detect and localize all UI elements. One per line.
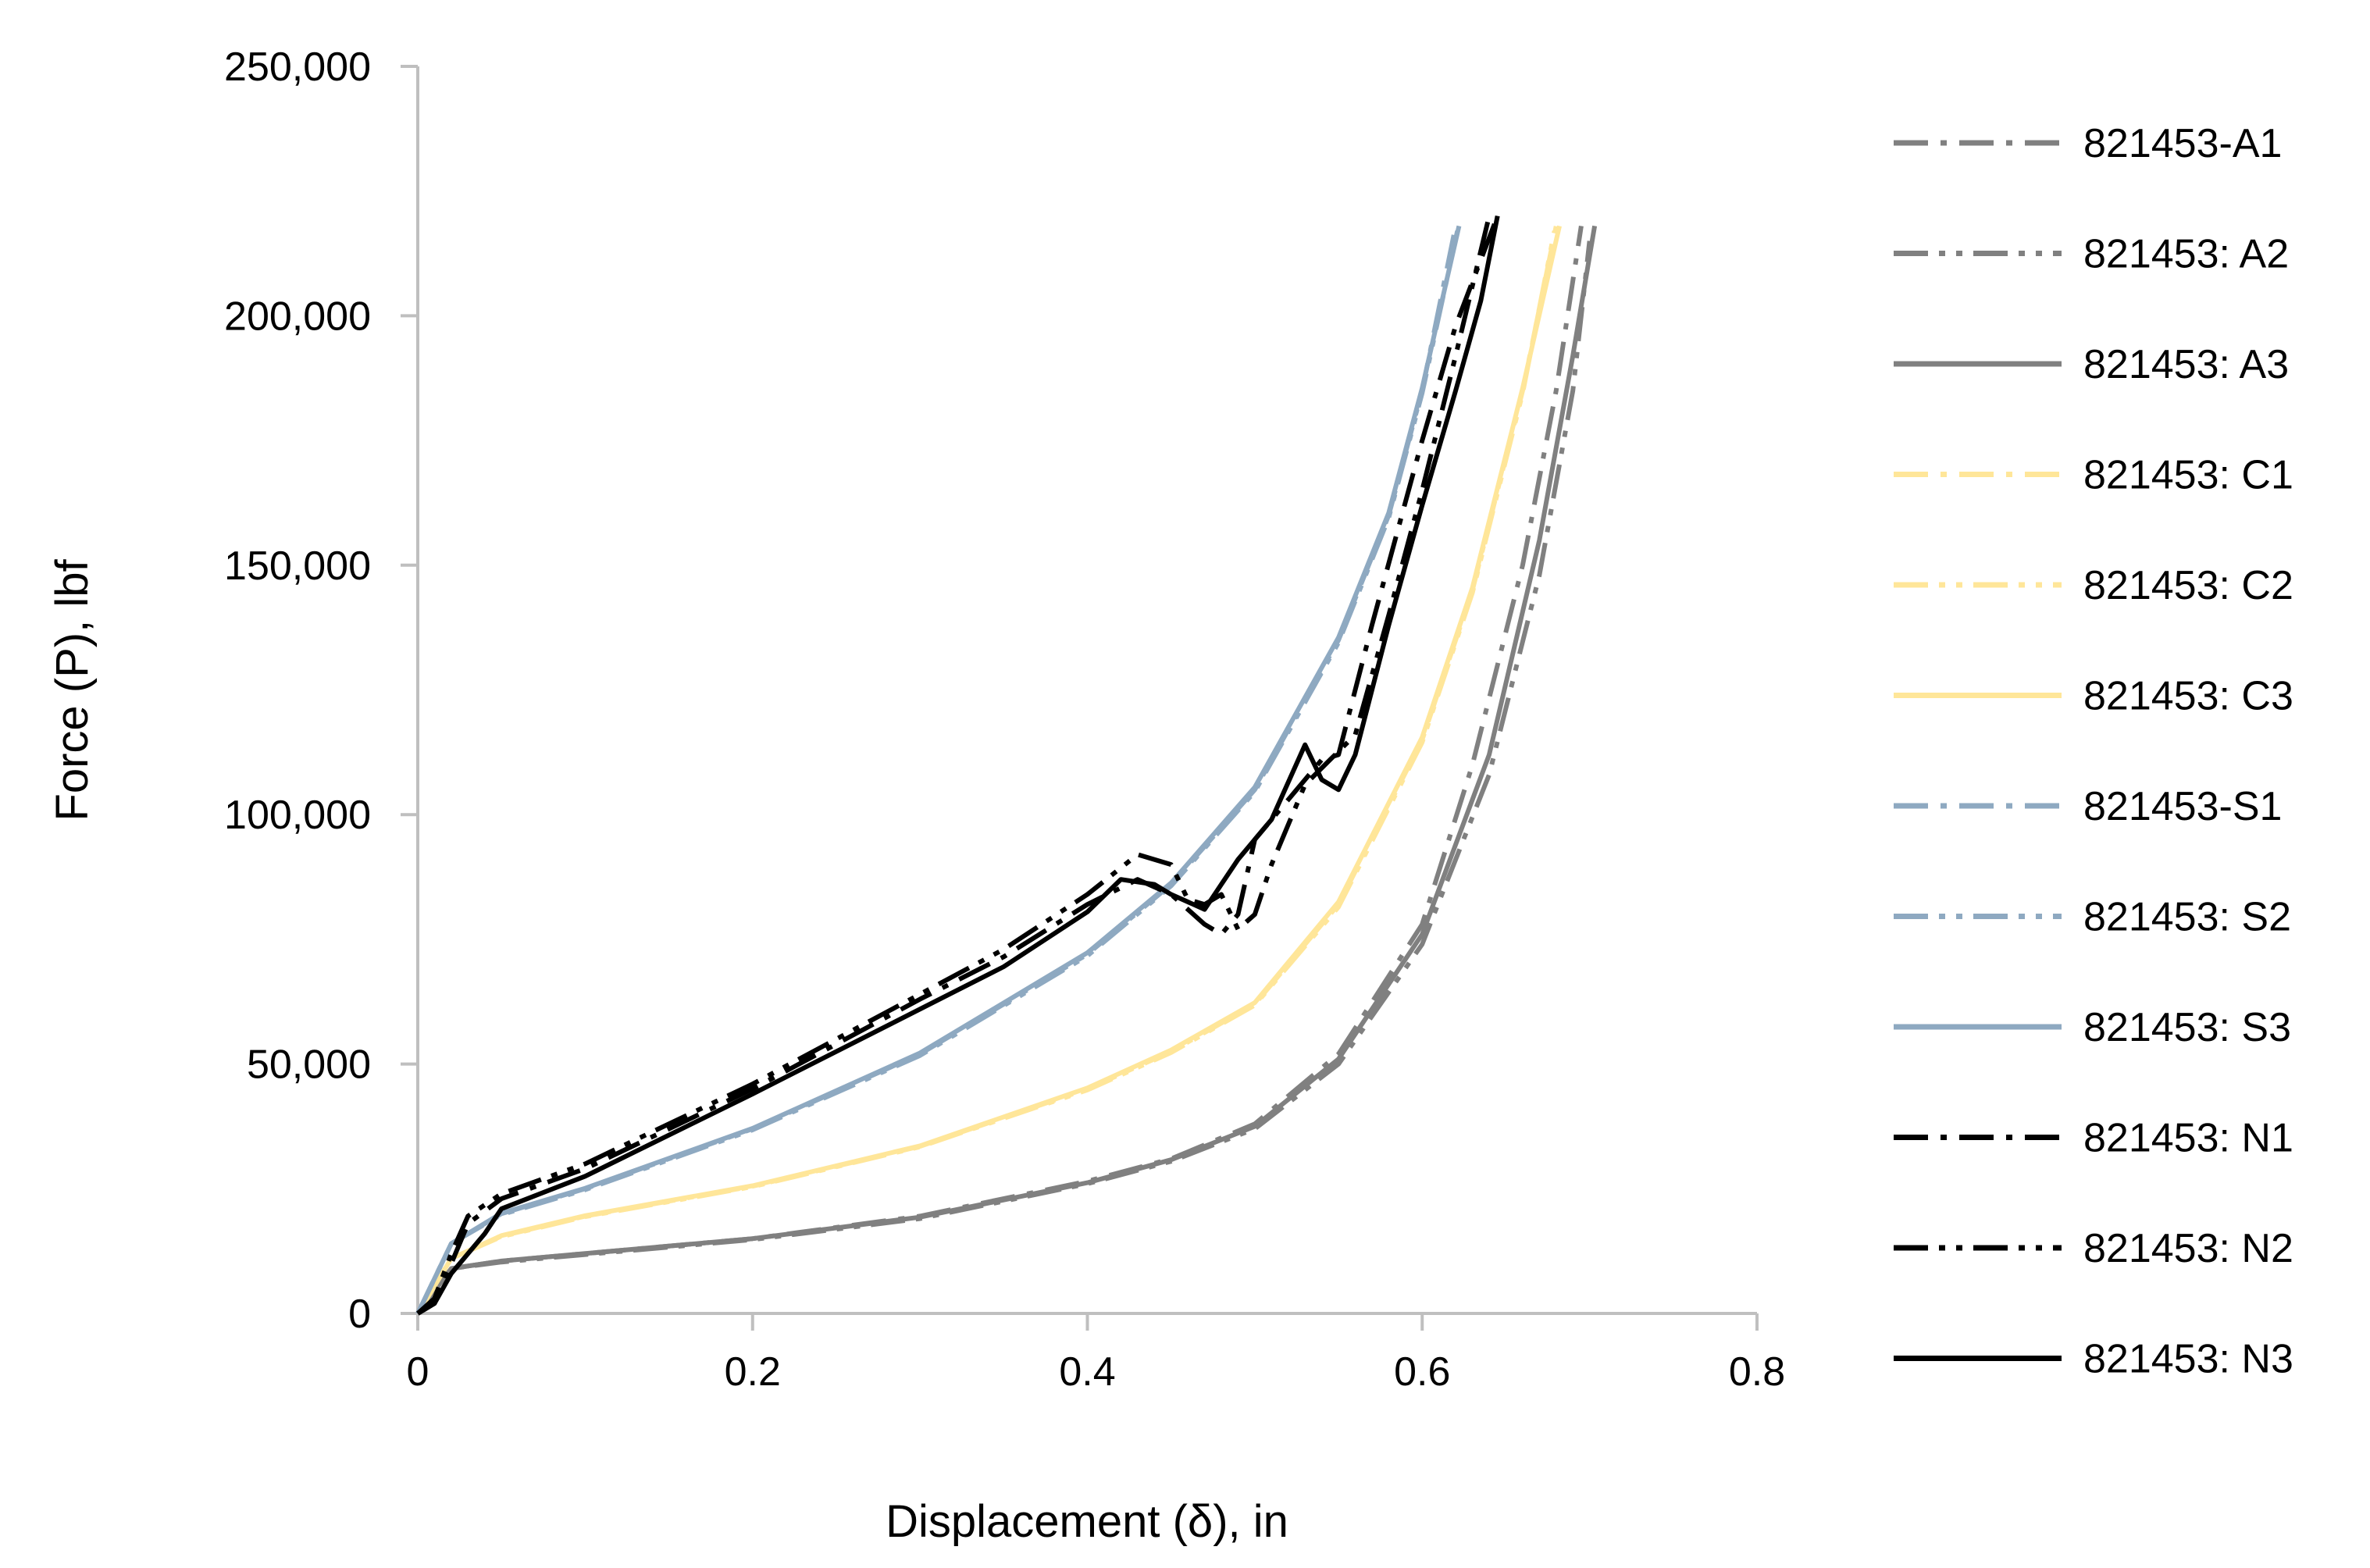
x-tick-label: 0.4: [1059, 1349, 1115, 1395]
y-tick-label: 150,000: [224, 543, 371, 589]
legend-item: 821453: S3: [1894, 1005, 2291, 1050]
series-line-821453-a3: [415, 225, 1598, 1315]
legend-label: 821453-S1: [2083, 784, 2282, 829]
legend-label: 821453: N2: [2083, 1226, 2293, 1271]
legend-item: 821453: C2: [1894, 563, 2293, 608]
legend-label: 821453: A3: [2083, 342, 2289, 387]
x-axis-title: Displacement (δ), in: [886, 1496, 1288, 1547]
legend: 821453-A1 821453: A2 821453: A3 821453: C1 8…: [1894, 121, 2293, 1382]
legend-label: 821453-A1: [2083, 121, 2282, 166]
x-tick-label: 0: [407, 1349, 429, 1395]
x-tick-label: 0.8: [1729, 1349, 1785, 1395]
legend-label: 821453: A2: [2083, 232, 2289, 277]
legend-label: 821453: C2: [2083, 563, 2293, 608]
series-line-821453-n1: [416, 215, 1500, 1316]
x-axis-ticks: 0 0.2 0.4 0.6 0.8: [407, 1313, 1785, 1395]
y-axis-title: Force (P), lbf: [47, 559, 98, 821]
y-tick-label: 0: [348, 1292, 371, 1337]
series-line-821453-n3: [416, 216, 1500, 1316]
series-line-821453-s3: [415, 225, 1462, 1315]
plot-series: [415, 215, 1598, 1316]
legend-item: 821453-A1: [1894, 121, 2282, 166]
legend-item: 821453: C3: [1894, 674, 2293, 719]
legend-item: 821453: A3: [1894, 342, 2289, 387]
legend-label: 821453: S2: [2083, 895, 2291, 940]
legend-label: 821453: N1: [2083, 1116, 2293, 1161]
y-tick-label: 50,000: [247, 1042, 371, 1088]
series-line-821453-c3: [415, 225, 1562, 1315]
y-tick-label: 250,000: [224, 45, 371, 90]
x-tick-label: 0.2: [725, 1349, 781, 1395]
legend-item: 821453: S2: [1894, 895, 2291, 940]
legend-label: 821453: N3: [2083, 1337, 2293, 1382]
y-tick-label: 200,000: [224, 294, 371, 339]
y-axis-ticks: 0 50,000 100,000 150,000 200,000 250,000: [224, 45, 418, 1337]
legend-item: 821453: N1: [1894, 1116, 2293, 1161]
legend-item: 821453: A2: [1894, 232, 2289, 277]
legend-label: 821453: C1: [2083, 453, 2293, 498]
legend-item: 821453: C1: [1894, 453, 2293, 498]
x-tick-label: 0.6: [1394, 1349, 1450, 1395]
legend-item: 821453: N3: [1894, 1337, 2293, 1382]
legend-item: 821453: N2: [1894, 1226, 2293, 1271]
legend-item: 821453-S1: [1894, 784, 2282, 829]
y-tick-label: 100,000: [224, 793, 371, 838]
legend-label: 821453: C3: [2083, 674, 2293, 719]
legend-label: 821453: S3: [2083, 1005, 2291, 1050]
